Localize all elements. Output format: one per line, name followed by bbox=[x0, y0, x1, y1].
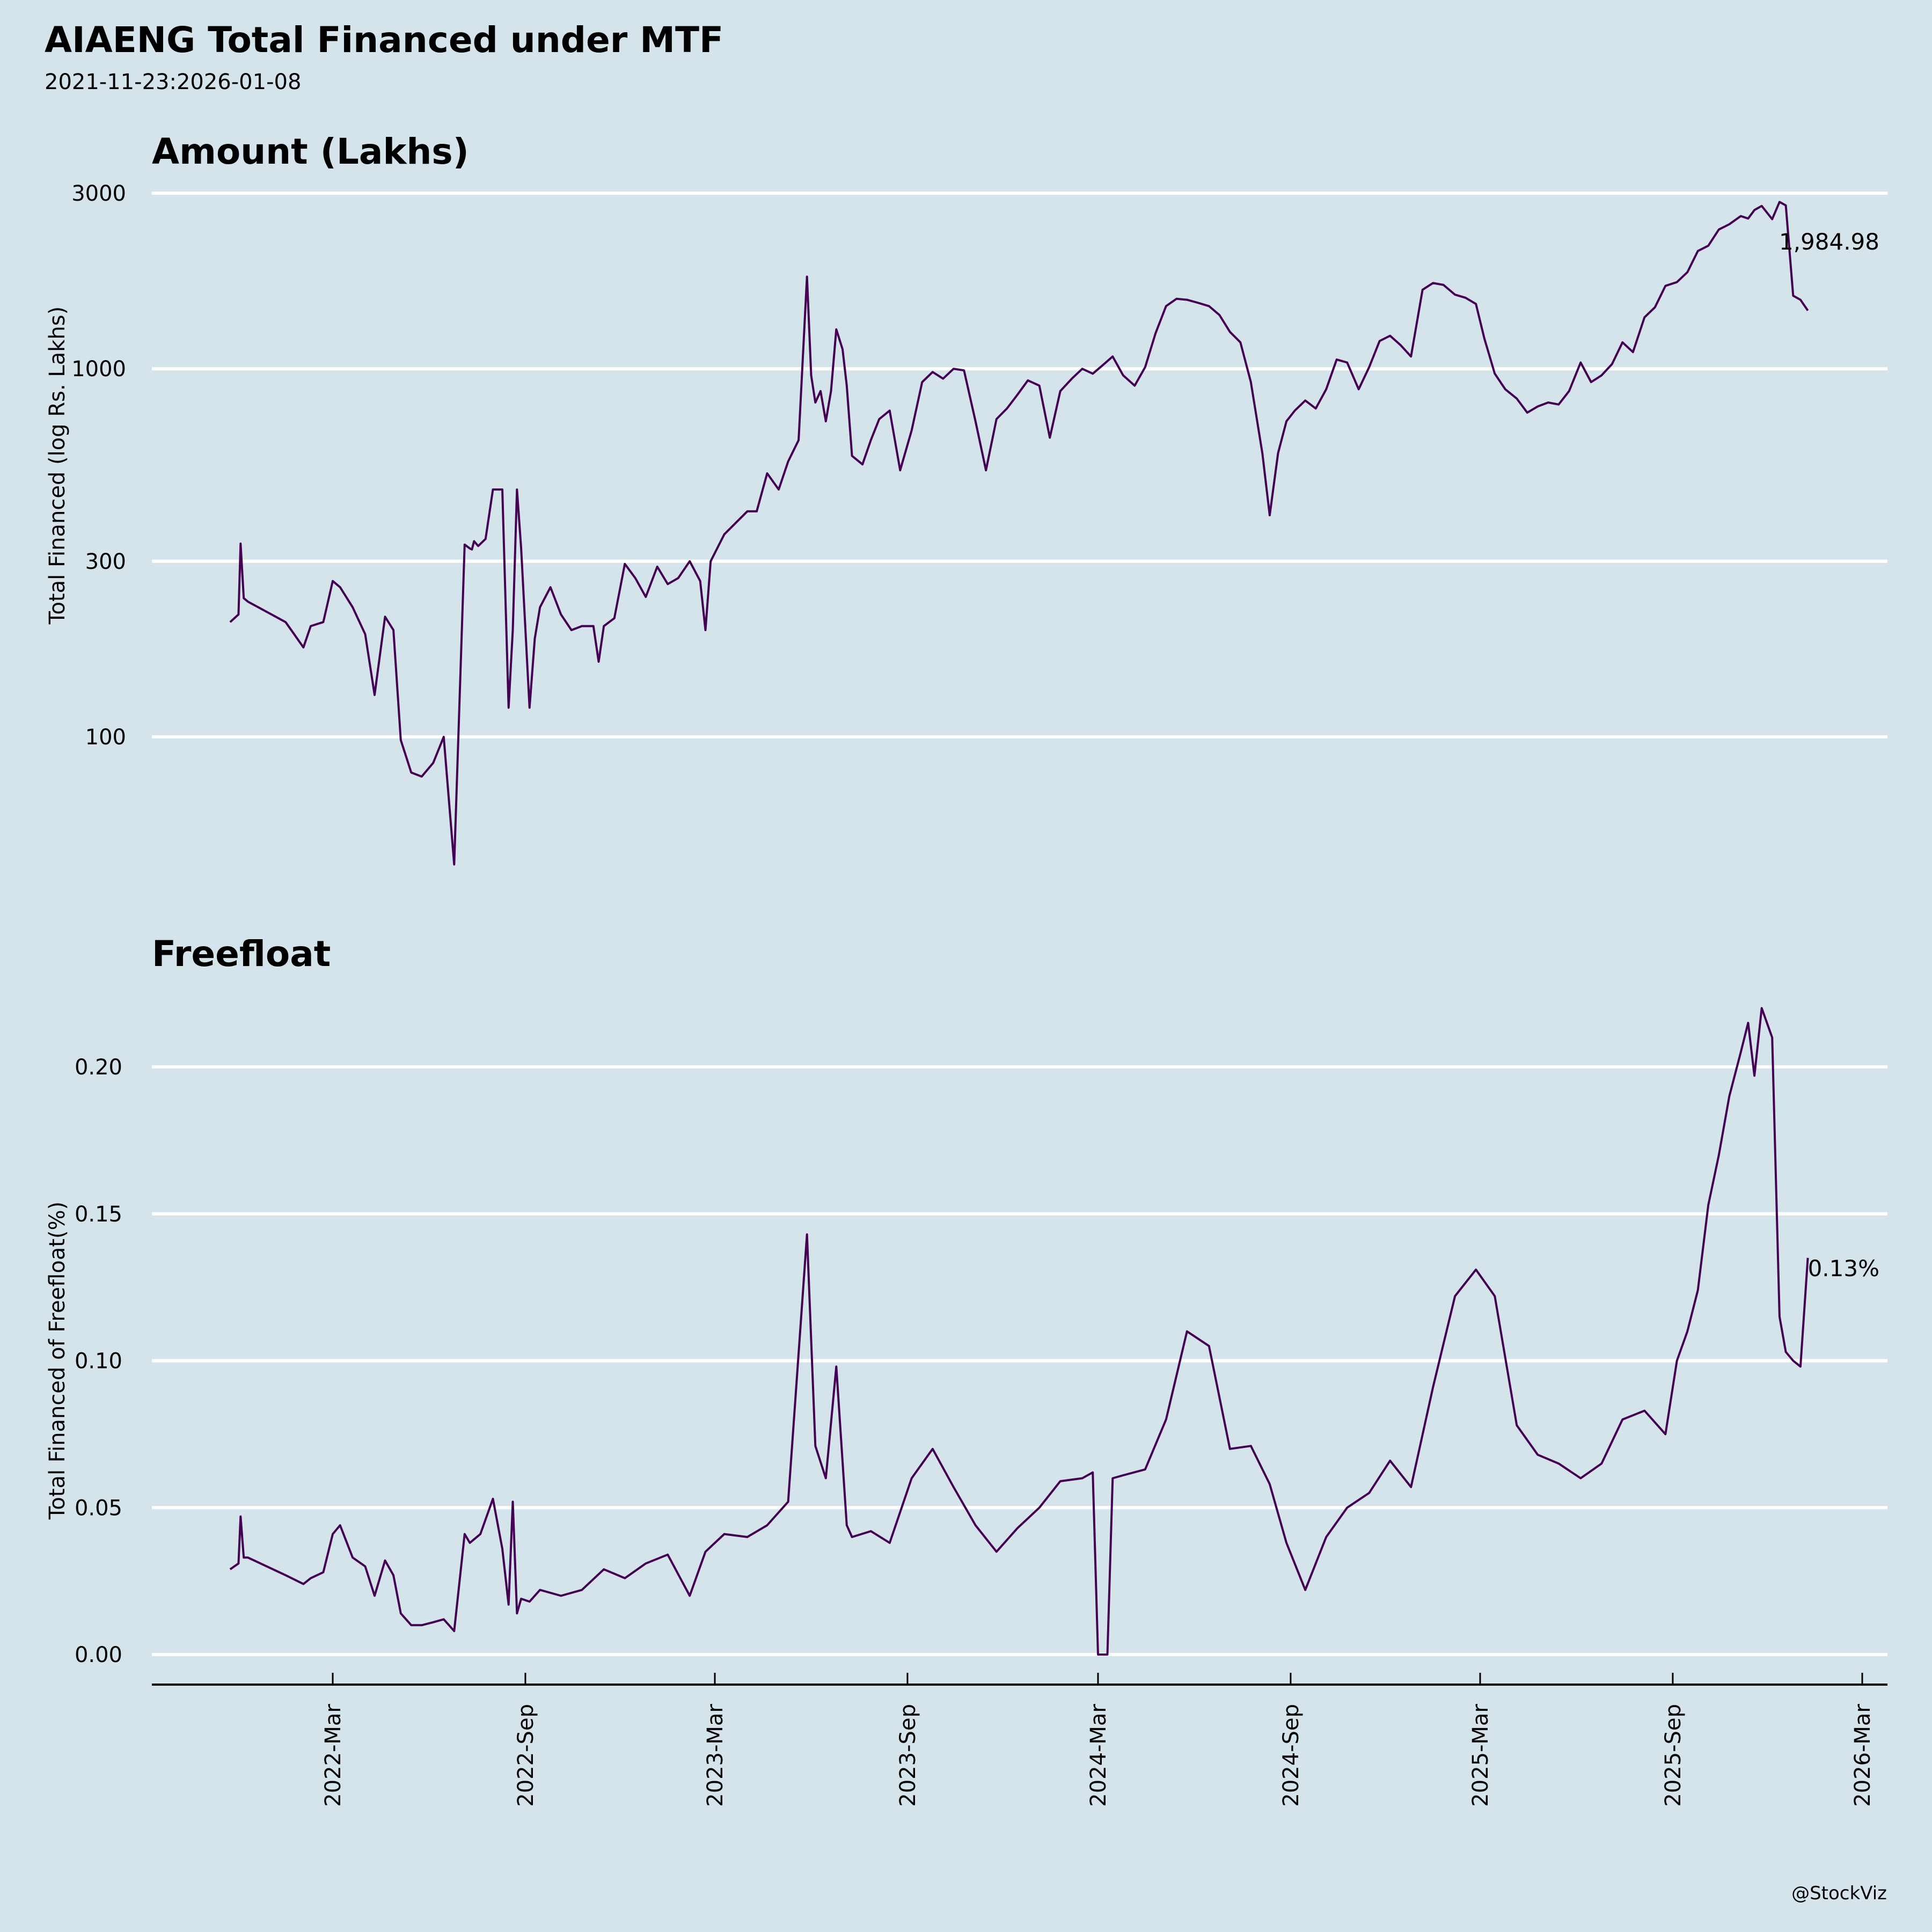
amount-gridlines bbox=[152, 193, 1887, 737]
freefloat-y-tick-label: 0.15 bbox=[75, 1202, 122, 1227]
amount-panel: Amount (Lakhs) 100 300 1000 3000 Total Fina… bbox=[45, 131, 1887, 865]
x-axis-tick-label: 2022-Mar bbox=[321, 1703, 346, 1806]
x-axis-tick-label: 2023-Mar bbox=[703, 1703, 728, 1806]
credit-label: @StockViz bbox=[1791, 1883, 1887, 1904]
freefloat-y-ticks: 0.00 0.05 0.10 0.15 0.20 bbox=[75, 1055, 122, 1667]
freefloat-y-tick-label: 0.00 bbox=[75, 1643, 122, 1667]
amount-y-ticks: 100 300 1000 3000 bbox=[71, 181, 126, 750]
amount-series-line bbox=[230, 202, 1808, 865]
amount-y-tick-label: 1000 bbox=[71, 357, 126, 382]
x-axis-tick-label: 2023-Sep bbox=[896, 1704, 920, 1807]
x-axis-tick-label: 2025-Sep bbox=[1661, 1704, 1686, 1807]
freefloat-last-value-label: 0.13% bbox=[1808, 1255, 1879, 1282]
freefloat-gridlines bbox=[152, 1067, 1887, 1655]
freefloat-y-tick-label: 0.10 bbox=[75, 1349, 122, 1374]
amount-panel-title: Amount (Lakhs) bbox=[152, 131, 469, 172]
amount-y-tick-label: 100 bbox=[85, 725, 126, 750]
amount-last-value-label: 1,984.98 bbox=[1779, 229, 1879, 255]
x-axis-tick-label: 2025-Mar bbox=[1468, 1703, 1493, 1806]
x-axis-tick-label: 2024-Sep bbox=[1279, 1704, 1304, 1807]
freefloat-panel: Freefloat 0.00 0.05 0.10 0.15 0.20 Total Fin… bbox=[45, 933, 1887, 1667]
freefloat-y-tick-label: 0.05 bbox=[75, 1496, 122, 1520]
amount-y-tick-label: 300 bbox=[85, 550, 126, 574]
freefloat-panel-title: Freefloat bbox=[152, 933, 331, 975]
freefloat-series-line bbox=[230, 1008, 1808, 1655]
x-axis-ticks: 2022-Mar 2022-Sep 2023-Mar 2023-Sep 2024-Mar… bbox=[321, 1673, 1875, 1807]
amount-y-axis-label: Total Financed (log Rs. Lakhs) bbox=[45, 306, 70, 625]
freefloat-y-axis-label: Total Financed of Freefloat(%) bbox=[45, 1202, 70, 1520]
x-axis-tick-label: 2022-Sep bbox=[514, 1704, 538, 1807]
amount-y-tick-label: 3000 bbox=[71, 181, 126, 206]
x-axis: 2022-Mar 2022-Sep 2023-Mar 2023-Sep 2024-Mar… bbox=[152, 1673, 1887, 1807]
freefloat-y-tick-label: 0.20 bbox=[75, 1055, 122, 1080]
x-axis-tick-label: 2024-Mar bbox=[1086, 1703, 1111, 1806]
chart-canvas: Amount (Lakhs) 100 300 1000 3000 Total Fina… bbox=[0, 0, 1932, 1932]
x-axis-tick-label: 2026-Mar bbox=[1850, 1703, 1875, 1806]
